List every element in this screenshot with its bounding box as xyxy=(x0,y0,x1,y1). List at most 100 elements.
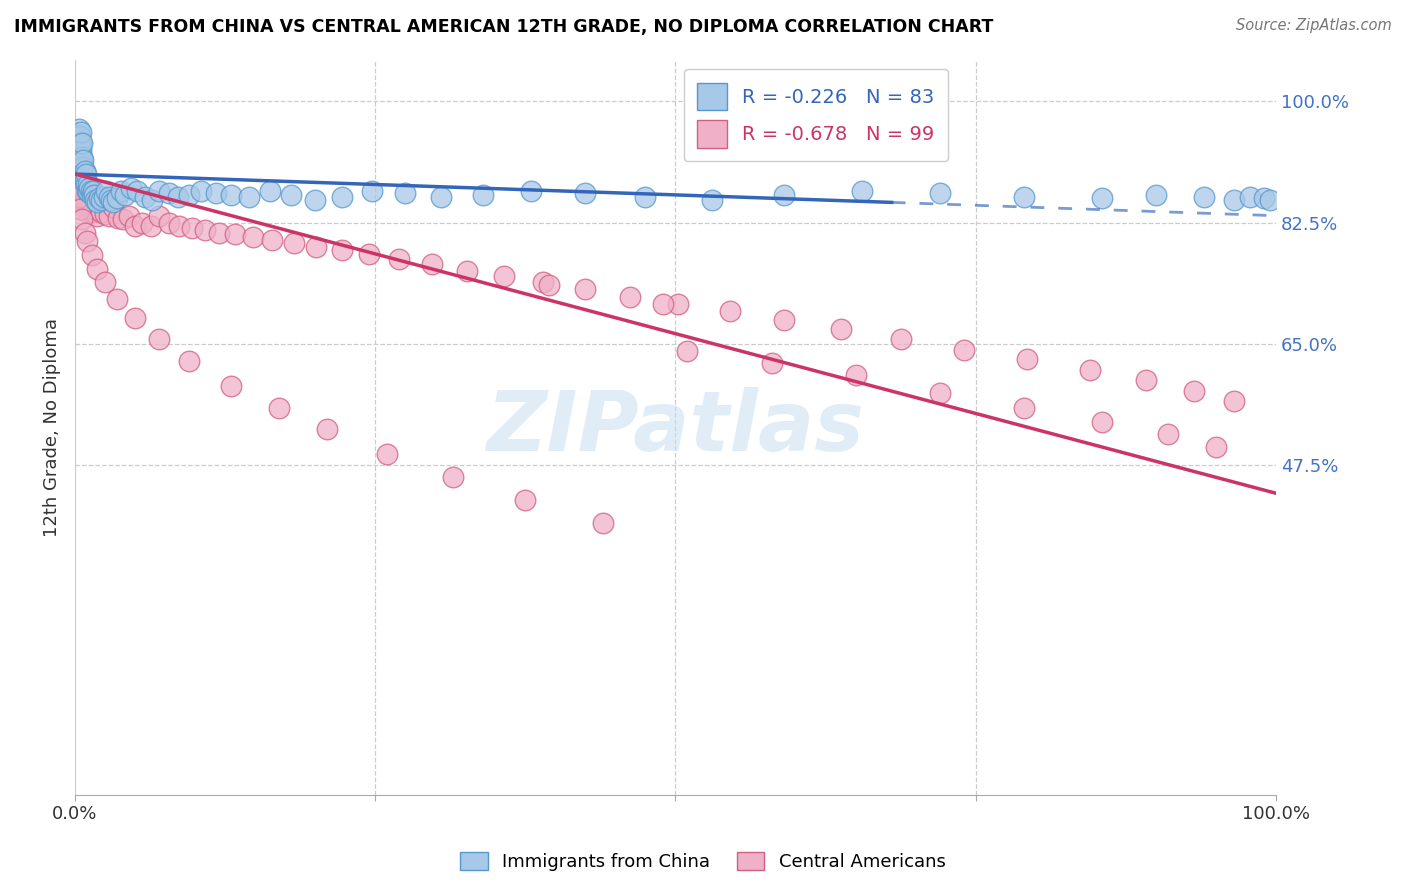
Point xyxy=(93,190,115,204)
Point xyxy=(110,185,132,199)
Point xyxy=(72,167,94,181)
Y-axis label: 12th Grade, No Diploma: 12th Grade, No Diploma xyxy=(44,318,60,537)
Point xyxy=(70,167,93,181)
Point xyxy=(260,233,283,247)
Point xyxy=(574,282,596,296)
Point xyxy=(66,178,89,192)
Point xyxy=(224,227,246,242)
Point xyxy=(772,313,794,327)
Point xyxy=(1144,187,1167,202)
Point xyxy=(77,178,100,192)
Point xyxy=(70,163,93,178)
Point xyxy=(105,191,128,205)
Point xyxy=(652,297,675,311)
Point xyxy=(1091,415,1114,429)
Point xyxy=(167,190,190,204)
Point xyxy=(148,185,170,199)
Point xyxy=(619,290,641,304)
Point xyxy=(148,332,170,346)
Point xyxy=(761,357,783,371)
Point xyxy=(430,190,453,204)
Point xyxy=(360,185,382,199)
Point xyxy=(1012,401,1035,415)
Point xyxy=(76,185,98,199)
Point xyxy=(97,190,120,204)
Point xyxy=(70,150,93,164)
Point xyxy=(394,186,416,200)
Point xyxy=(69,136,91,150)
Point xyxy=(283,236,305,251)
Point xyxy=(118,209,141,223)
Point xyxy=(242,229,264,244)
Point xyxy=(103,200,125,214)
Point xyxy=(1223,193,1246,207)
Point xyxy=(67,136,90,150)
Point xyxy=(238,190,260,204)
Point xyxy=(80,248,103,262)
Point xyxy=(375,447,398,461)
Point xyxy=(100,193,122,207)
Point xyxy=(70,136,93,150)
Point xyxy=(851,185,873,199)
Point xyxy=(77,194,100,209)
Point xyxy=(70,156,93,170)
Point xyxy=(127,185,149,199)
Point xyxy=(520,185,543,199)
Point xyxy=(515,493,537,508)
Point xyxy=(538,278,561,293)
Point xyxy=(96,185,118,199)
Point xyxy=(1205,440,1227,454)
Point xyxy=(103,194,125,209)
Point xyxy=(177,187,200,202)
Point xyxy=(1012,190,1035,204)
Point xyxy=(148,209,170,223)
Point xyxy=(830,322,852,336)
Point xyxy=(890,332,912,346)
Point xyxy=(177,354,200,368)
Point xyxy=(441,470,464,484)
Point xyxy=(70,185,93,199)
Point xyxy=(87,191,110,205)
Point xyxy=(86,194,108,209)
Point xyxy=(66,143,89,157)
Text: IMMIGRANTS FROM CHINA VS CENTRAL AMERICAN 12TH GRADE, NO DIPLOMA CORRELATION CHA: IMMIGRANTS FROM CHINA VS CENTRAL AMERICA… xyxy=(14,18,994,36)
Point xyxy=(94,275,117,289)
Point xyxy=(1135,373,1157,387)
Point xyxy=(700,193,723,207)
Point xyxy=(420,257,443,271)
Point xyxy=(79,185,101,199)
Point xyxy=(79,202,101,216)
Point xyxy=(70,181,93,195)
Point xyxy=(112,212,135,227)
Point xyxy=(1258,193,1281,207)
Point xyxy=(1157,427,1180,442)
Point xyxy=(90,205,112,219)
Point xyxy=(73,174,96,188)
Point xyxy=(67,190,90,204)
Point xyxy=(66,128,89,143)
Point xyxy=(65,136,87,150)
Point xyxy=(83,187,105,202)
Point xyxy=(70,212,93,227)
Point xyxy=(72,153,94,168)
Point xyxy=(180,220,202,235)
Point xyxy=(204,186,226,200)
Point xyxy=(208,226,231,240)
Legend: R = -0.226   N = 83, R = -0.678   N = 99: R = -0.226 N = 83, R = -0.678 N = 99 xyxy=(683,70,948,161)
Point xyxy=(359,247,381,261)
Point xyxy=(1239,190,1261,204)
Point xyxy=(69,170,91,185)
Point xyxy=(1253,191,1275,205)
Point xyxy=(67,160,90,174)
Point xyxy=(280,187,302,202)
Point xyxy=(169,219,191,233)
Point xyxy=(70,156,93,170)
Point xyxy=(124,219,146,233)
Point xyxy=(67,167,90,181)
Point xyxy=(67,153,90,168)
Point xyxy=(70,136,93,150)
Point xyxy=(69,150,91,164)
Point xyxy=(76,205,98,219)
Point xyxy=(69,128,91,143)
Text: ZIPatlas: ZIPatlas xyxy=(486,387,865,467)
